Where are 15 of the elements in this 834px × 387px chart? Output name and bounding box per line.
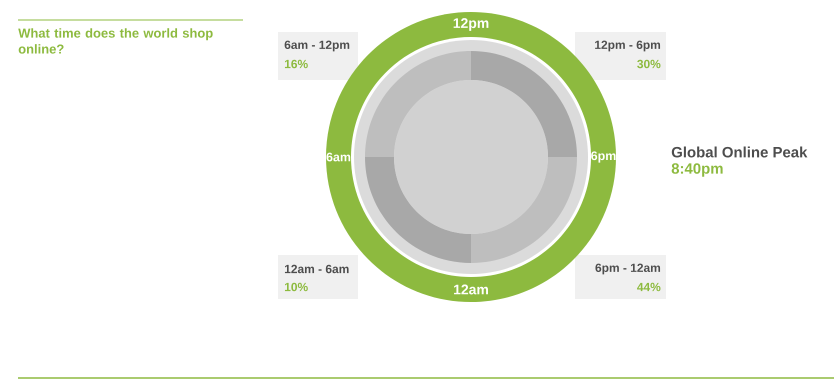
data-label: 44% xyxy=(637,282,660,292)
text: 8:40pm xyxy=(672,163,723,177)
data-label: 30% xyxy=(637,60,660,68)
text: Global Online Peak xyxy=(672,146,808,158)
category-label: 12am - 6am xyxy=(284,264,349,274)
category-label: 12pm - 6pm xyxy=(595,40,660,52)
text: 12am xyxy=(454,284,488,294)
text: 12pm xyxy=(454,18,488,31)
category-label: 6pm - 12am xyxy=(595,264,660,274)
text: What time does the world shop online? xyxy=(18,28,213,54)
data-label: 10% xyxy=(284,282,308,292)
text: 6am xyxy=(326,152,350,162)
data-label: 16% xyxy=(284,60,308,68)
category-label: 6am - 12pm xyxy=(284,40,350,52)
text: 6pm xyxy=(591,151,616,163)
